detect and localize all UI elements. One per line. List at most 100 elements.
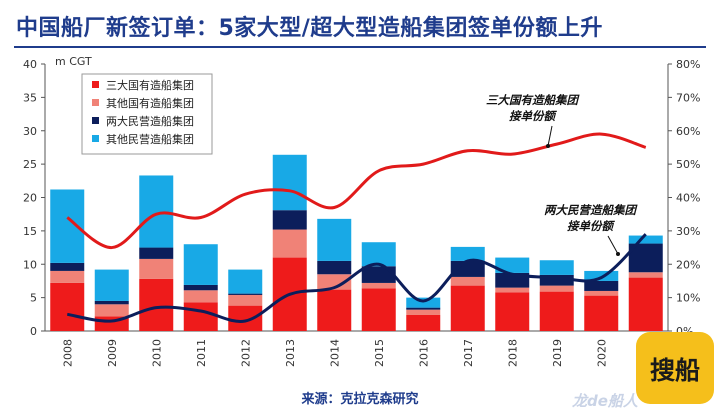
bar-segment-4 xyxy=(139,175,174,248)
legend-swatch xyxy=(92,117,99,124)
annotation-arrow-tip xyxy=(546,144,550,148)
bar-segment-4 xyxy=(495,257,530,273)
bar-segment-3 xyxy=(228,293,263,295)
annotation-arrow xyxy=(607,235,619,255)
bar-segment-4 xyxy=(228,269,263,294)
legend-swatch xyxy=(92,135,99,142)
bar-segment-2 xyxy=(495,287,530,293)
bar-segment-2 xyxy=(94,304,129,317)
bar-segment-2 xyxy=(406,309,441,315)
bar-segment-4 xyxy=(539,260,574,275)
line-label: 接单份额 xyxy=(567,219,615,233)
bar-segment-2 xyxy=(450,276,485,286)
left-tick-label: 10 xyxy=(23,258,37,271)
bar-segment-3 xyxy=(139,247,174,259)
left-tick-label: 40 xyxy=(23,58,37,71)
watermark-text: 龙de船人 xyxy=(572,392,638,410)
bar-segment-4 xyxy=(94,269,129,301)
bar-segment-4 xyxy=(183,244,218,285)
x-tick-label: 2017 xyxy=(462,339,475,367)
x-tick-label: 2014 xyxy=(328,339,341,367)
bar-segment-3 xyxy=(272,210,307,230)
left-tick-label: 35 xyxy=(23,91,37,104)
legend-swatch xyxy=(92,81,99,88)
bar-segment-1 xyxy=(584,295,619,331)
right-tick-label: 80% xyxy=(676,58,700,71)
left-tick-label: 0 xyxy=(30,325,37,338)
bar-segment-3 xyxy=(94,300,129,305)
bar-segment-1 xyxy=(50,282,85,331)
x-tick-label: 2011 xyxy=(195,339,208,367)
bar-segment-1 xyxy=(317,289,352,331)
legend-box xyxy=(81,73,213,155)
bar-segment-4 xyxy=(361,242,396,267)
line-label: 三大国有造船集团 xyxy=(486,93,580,107)
bar-segment-2 xyxy=(317,274,352,290)
page-title: 中国船厂新签订单：5家大型/超大型造船集团签单份额上升 xyxy=(16,16,603,41)
bar-segment-2 xyxy=(50,270,85,283)
x-tick-label: 2012 xyxy=(239,339,252,367)
bar-segment-3 xyxy=(406,307,441,310)
share-line-1 xyxy=(66,132,647,250)
bar-segment-1 xyxy=(228,305,263,331)
legend-label: 两大民营造船集团 xyxy=(106,114,194,128)
x-tick-label: 2020 xyxy=(595,339,608,367)
x-tick-label: 2015 xyxy=(373,339,386,367)
bar-segment-4 xyxy=(628,235,663,244)
right-tick-label: 50% xyxy=(676,158,700,171)
bar-segment-1 xyxy=(450,285,485,331)
legend-label: 其他国有造船集团 xyxy=(106,96,194,110)
share-line-2 xyxy=(66,233,647,323)
left-tick-label: 25 xyxy=(23,158,37,171)
x-tick-label: 2018 xyxy=(506,339,519,367)
left-tick-label: 20 xyxy=(23,192,37,205)
left-axis-unit: m CGT xyxy=(55,55,92,68)
bar-segment-2 xyxy=(183,290,218,303)
right-tick-label: 20% xyxy=(676,258,700,271)
bar-segment-2 xyxy=(272,229,307,258)
bar-segment-4 xyxy=(272,154,307,211)
bar-segment-3 xyxy=(317,260,352,275)
bar-segment-2 xyxy=(139,258,174,279)
bar-segment-4 xyxy=(450,246,485,261)
line-label: 两大民营造船集团 xyxy=(544,203,638,217)
x-tick-label: 2016 xyxy=(417,339,430,367)
app-logo[interactable]: 搜船 xyxy=(636,332,714,404)
legend-label: 其他民营造船集团 xyxy=(106,132,194,146)
x-tick-label: 2013 xyxy=(284,339,297,367)
left-tick-label: 15 xyxy=(23,225,37,238)
bar-segment-3 xyxy=(584,280,619,291)
bar-segment-1 xyxy=(361,288,396,331)
bar-segment-4 xyxy=(317,218,352,261)
x-tick-label: 2019 xyxy=(551,339,564,367)
right-tick-label: 30% xyxy=(676,225,700,238)
bar-segment-1 xyxy=(183,302,218,331)
logo-text: 搜船 xyxy=(649,356,700,385)
bar-segment-2 xyxy=(539,285,574,292)
bars xyxy=(50,154,663,331)
bar-segment-1 xyxy=(495,292,530,331)
bar-segment-1 xyxy=(628,277,663,331)
bar-segment-1 xyxy=(406,314,441,331)
line-label: 接单份额 xyxy=(509,109,557,123)
bar-segment-2 xyxy=(228,294,263,306)
bar-segment-3 xyxy=(183,284,218,291)
bar-segment-3 xyxy=(539,274,574,286)
right-tick-label: 40% xyxy=(676,192,700,205)
x-tick-label: 2008 xyxy=(61,339,74,367)
bar-segment-1 xyxy=(539,291,574,331)
annotation-arrow xyxy=(547,125,553,147)
x-tick-label: 2010 xyxy=(150,339,163,367)
source-note: 来源：克拉克森研究 xyxy=(301,392,419,407)
left-tick-label: 30 xyxy=(23,125,37,138)
right-tick-label: 70% xyxy=(676,91,700,104)
bar-segment-2 xyxy=(361,282,396,289)
right-tick-label: 10% xyxy=(676,292,700,305)
bar-segment-1 xyxy=(139,278,174,331)
title-divider xyxy=(14,46,706,48)
annotation-arrow-tip xyxy=(616,252,620,256)
